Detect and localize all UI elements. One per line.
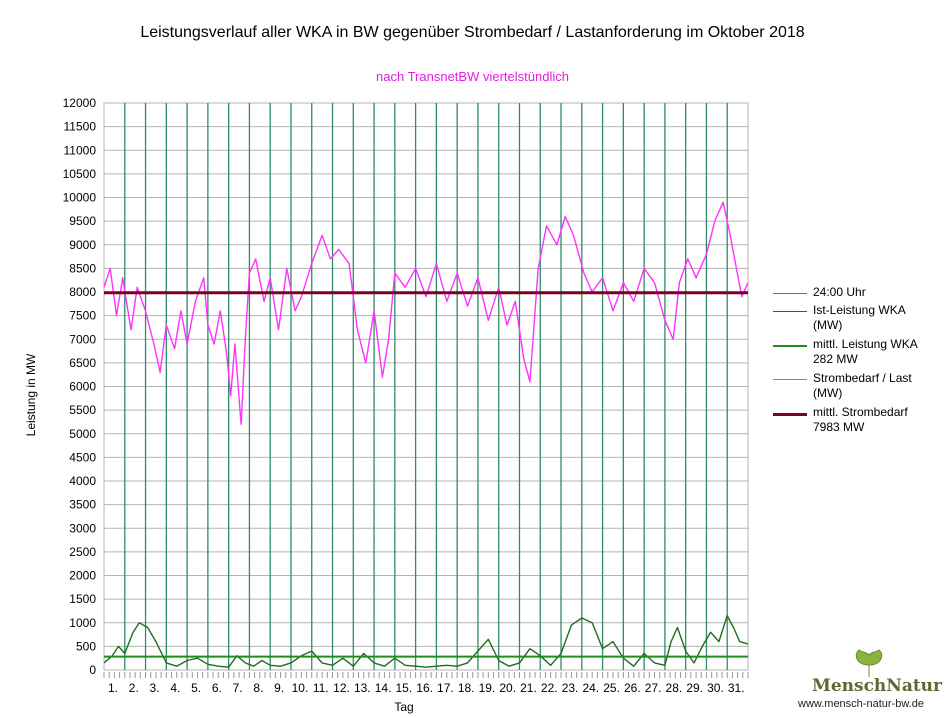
- legend-label: Ist-Leistung WKA (MW): [813, 303, 906, 332]
- x-tick-label: 28.: [666, 681, 683, 695]
- legend-swatch: [773, 311, 807, 312]
- legend-swatch: [773, 379, 807, 380]
- y-tick-label: 7000: [69, 332, 96, 346]
- x-tick-label: 3.: [150, 681, 160, 695]
- x-tick-label: 21.: [520, 681, 537, 695]
- legend: 24:00 Uhr Ist-Leistung WKA (MW) mittl. Lei…: [773, 284, 943, 438]
- x-tick-label: 13.: [354, 681, 371, 695]
- y-axis-label: Leistung in MW: [24, 353, 38, 437]
- x-tick-label: 22.: [541, 681, 558, 695]
- legend-label: Strombedarf / Last (MW): [813, 371, 912, 400]
- y-tick-label: 3000: [69, 521, 96, 535]
- legend-label: mittl. Strombedarf 7983 MW: [813, 405, 908, 434]
- y-tick-label: 4000: [69, 474, 96, 488]
- y-tick-label: 10500: [63, 167, 97, 181]
- y-tick-label: 5000: [69, 427, 96, 441]
- legend-item: Strombedarf / Last (MW): [773, 370, 943, 402]
- y-tick-label: 5500: [69, 403, 96, 417]
- x-tick-label: 29.: [686, 681, 703, 695]
- x-tick-label: 30.: [707, 681, 724, 695]
- x-tick-label: 9.: [274, 681, 284, 695]
- y-tick-label: 2000: [69, 569, 96, 583]
- y-tick-label: 6500: [69, 356, 96, 370]
- legend-item: Ist-Leistung WKA (MW): [773, 302, 943, 334]
- x-tick-label: 12.: [333, 681, 350, 695]
- x-tick-label: 2.: [129, 681, 139, 695]
- wka-power-series-line: [103, 615, 749, 668]
- legend-item: mittl. Leistung WKA 282 MW: [773, 336, 943, 368]
- x-tick-label: 20.: [499, 681, 516, 695]
- y-tick-label: 11000: [64, 143, 97, 157]
- y-tick-label: 9500: [69, 214, 96, 228]
- y-tick-label: 0: [89, 663, 96, 677]
- y-tick-label: 2500: [69, 545, 96, 559]
- y-tick-label: 3500: [69, 498, 96, 512]
- x-tick-label: 10.: [292, 681, 309, 695]
- x-tick-label: 19.: [479, 681, 496, 695]
- x-tick-label: 1.: [108, 681, 118, 695]
- demand-series-line: [103, 201, 749, 425]
- y-tick-label: 8500: [69, 261, 96, 275]
- x-tick-label: 16.: [416, 681, 433, 695]
- legend-label: mittl. Leistung WKA 282 MW: [813, 337, 918, 366]
- x-tick-label: 14.: [375, 681, 392, 695]
- x-tick-label: 6.: [212, 681, 222, 695]
- x-tick-label: 5.: [191, 681, 201, 695]
- y-tick-label: 1000: [69, 616, 96, 630]
- brand-name: MenschNatur: [812, 676, 942, 696]
- legend-label: 24:00 Uhr: [813, 285, 866, 299]
- y-tick-label: 11500: [64, 120, 97, 134]
- y-tick-label: 4500: [69, 450, 96, 464]
- x-tick-label: 26.: [624, 681, 641, 695]
- y-tick-label: 7500: [69, 309, 96, 323]
- legend-swatch: [773, 293, 807, 294]
- x-tick-label: 4.: [170, 681, 180, 695]
- x-tick-label: 17.: [437, 681, 454, 695]
- y-tick-label: 10000: [63, 191, 97, 205]
- x-tick-label: 25.: [603, 681, 620, 695]
- legend-swatch: [773, 345, 807, 347]
- chart-subtitle: nach TransnetBW viertelstündlich: [376, 69, 569, 84]
- y-tick-label: 12000: [63, 96, 97, 110]
- x-tick-label: 11.: [313, 681, 329, 695]
- y-tick-label: 9000: [69, 238, 96, 252]
- x-tick-label: 27.: [645, 681, 662, 695]
- ginkgo-leaf-logo: [855, 649, 883, 677]
- legend-swatch: [773, 413, 807, 416]
- plot-border: [103, 102, 749, 671]
- x-tick-label: 24.: [582, 681, 599, 695]
- x-axis-label: Tag: [394, 700, 414, 714]
- chart-title: Leistungsverlauf aller WKA in BW gegenüb…: [140, 24, 805, 41]
- y-tick-label: 500: [76, 639, 96, 653]
- y-tick-label: 6000: [69, 380, 96, 394]
- x-tick-label: 15.: [395, 681, 412, 695]
- y-tick-label: 8000: [69, 285, 96, 299]
- x-tick-label: 31.: [728, 681, 745, 695]
- brand-url: www.mensch-natur-bw.de: [798, 698, 924, 710]
- legend-item: 24:00 Uhr: [773, 284, 943, 300]
- x-tick-label: 8.: [253, 681, 263, 695]
- x-tick-label: 23.: [562, 681, 579, 695]
- x-tick-label: 18.: [458, 681, 475, 695]
- legend-item: mittl. Strombedarf 7983 MW: [773, 404, 943, 436]
- y-tick-label: 1500: [69, 592, 96, 606]
- x-tick-label: 7.: [233, 681, 243, 695]
